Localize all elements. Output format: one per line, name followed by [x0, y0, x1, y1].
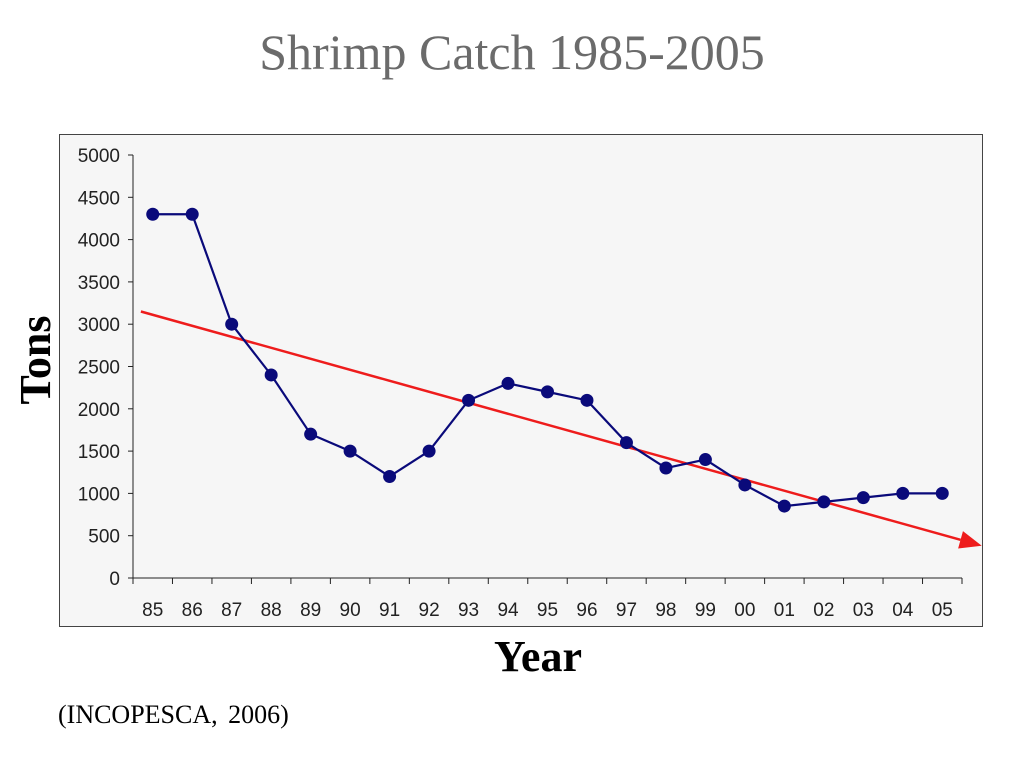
data-point: [304, 427, 318, 441]
y-tick-label: 3000: [78, 315, 120, 336]
data-point: [817, 495, 831, 509]
data-point: [896, 486, 910, 500]
y-tick-label: 4000: [78, 231, 120, 252]
data-point: [383, 469, 397, 483]
x-tick-label: 89: [300, 600, 321, 621]
data-point: [225, 317, 239, 331]
data-point: [264, 368, 278, 382]
x-tick-label: 98: [655, 600, 676, 621]
axes: 0500100015002000250030003500400045005000…: [78, 146, 963, 621]
data-point: [422, 444, 436, 458]
x-tick-label: 02: [813, 600, 834, 621]
x-tick-label: 05: [932, 600, 953, 621]
line-chart: 0500100015002000250030003500400045005000…: [59, 134, 983, 627]
y-tick-label: 1000: [78, 484, 120, 505]
y-tick-label: 500: [88, 527, 120, 548]
y-tick-label: 2000: [78, 400, 120, 421]
y-tick-label: 4500: [78, 188, 120, 209]
x-tick-label: 99: [695, 600, 716, 621]
y-tick-label: 2500: [78, 358, 120, 379]
x-tick-label: 01: [774, 600, 795, 621]
data-point: [146, 207, 160, 221]
data-point: [619, 436, 633, 450]
data-point: [501, 376, 515, 390]
x-tick-label: 91: [379, 600, 400, 621]
x-tick-label: 87: [221, 600, 242, 621]
x-tick-label: 95: [537, 600, 558, 621]
data-point: [185, 207, 199, 221]
x-tick-label: 97: [616, 600, 637, 621]
x-tick-label: 92: [419, 600, 440, 621]
x-tick-label: 86: [182, 600, 203, 621]
plot-area: [59, 134, 983, 627]
data-point: [738, 478, 752, 492]
y-tick-label: 1500: [78, 442, 120, 463]
x-tick-label: 85: [142, 600, 163, 621]
chart-title: Shrimp Catch 1985-2005: [259, 24, 765, 80]
data-point: [935, 486, 949, 500]
y-tick-label: 5000: [78, 146, 120, 167]
data-point: [343, 444, 357, 458]
data-series: [146, 207, 949, 513]
y-tick-label: 3500: [78, 273, 120, 294]
x-tick-label: 00: [734, 600, 755, 621]
x-tick-label: 96: [576, 600, 597, 621]
x-tick-label: 94: [497, 600, 519, 621]
y-tick-label: 0: [109, 569, 120, 590]
x-tick-label: 90: [340, 600, 361, 621]
data-point: [462, 393, 476, 407]
x-tick-label: 93: [458, 600, 479, 621]
data-point: [580, 393, 594, 407]
x-tick-label: 88: [261, 600, 282, 621]
trend-arrow-head: [958, 531, 982, 549]
data-point: [698, 453, 712, 467]
data-point: [541, 385, 554, 399]
y-axis-label: Tons: [10, 315, 60, 405]
data-point: [659, 461, 673, 475]
x-axis-label: Year: [494, 632, 582, 681]
data-point: [777, 499, 791, 513]
x-tick-label: 04: [892, 600, 914, 621]
x-tick-label: 03: [853, 600, 874, 621]
data-point: [856, 491, 870, 505]
source-citation: (INCOPESCA, 2006): [58, 700, 289, 729]
